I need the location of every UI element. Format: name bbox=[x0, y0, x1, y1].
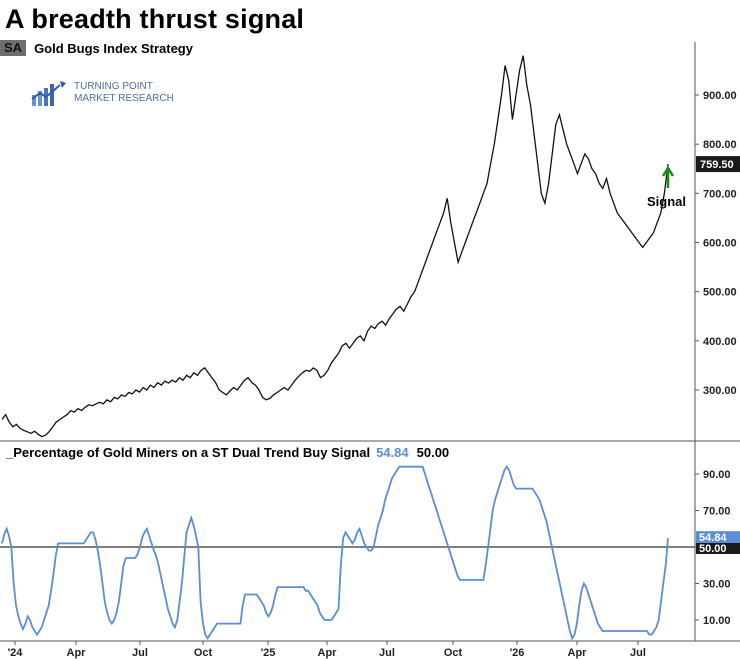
x-axis: '24 Apr Jul Oct '25 Apr Jul Oct '26 Apr Jul bbox=[8, 641, 646, 659]
ind-last-label: 54.84 bbox=[699, 532, 727, 544]
x-tick-label: Jul bbox=[132, 647, 148, 659]
x-tick-label: Apr bbox=[568, 647, 588, 659]
x-tick-label: Jul bbox=[630, 647, 646, 659]
x-tick-label: Apr bbox=[67, 647, 87, 659]
x-tick-label: Oct bbox=[194, 647, 213, 659]
price-ytick-label: 800.00 bbox=[703, 139, 737, 151]
symbol-badge[interactable]: SA bbox=[0, 40, 27, 56]
x-tick-label: '25 bbox=[261, 647, 276, 659]
signal-label: Signal bbox=[647, 194, 686, 209]
symbol-row: SA Gold Bugs Index Strategy bbox=[0, 40, 193, 56]
ind-last-badge bbox=[696, 531, 740, 545]
indicator-reference: 50.00 bbox=[416, 445, 450, 460]
price-panel: 300.00 400.00 500.00 600.00 700.00 800.00 900.… bbox=[1, 55, 740, 438]
ind-ytick-label: 30.00 bbox=[703, 579, 731, 591]
indicator-line bbox=[1, 465, 669, 641]
x-tick-label: Oct bbox=[444, 647, 463, 659]
price-last-label: 759.50 bbox=[700, 159, 734, 171]
ind-ytick-label: 90.00 bbox=[703, 469, 731, 481]
price-last-badge bbox=[696, 156, 740, 173]
indicator-title-row: _Percentage of Gold Miners on a ST Dual … bbox=[6, 445, 449, 460]
logo-line-1: TURNING POINT bbox=[74, 81, 153, 92]
price-line bbox=[1, 55, 669, 438]
logo-line-2: MARKET RESEARCH bbox=[74, 93, 174, 104]
x-tick-label: '24 bbox=[8, 647, 24, 659]
indicator-value: 54.84 bbox=[376, 445, 409, 460]
signal-arrow-head-icon bbox=[661, 165, 675, 177]
price-ytick-label: 900.00 bbox=[703, 90, 737, 102]
x-tick-label: Jul bbox=[379, 647, 395, 659]
x-tick-label: Apr bbox=[318, 647, 338, 659]
ind-ref-badge bbox=[696, 543, 740, 554]
price-ytick-label: 600.00 bbox=[703, 238, 737, 250]
ind-ytick-label: 10.00 bbox=[703, 615, 731, 627]
chart-title: A breadth thrust signal bbox=[5, 4, 305, 34]
brand-logo: TURNING POINT MARKET RESEARCH bbox=[30, 79, 174, 107]
price-ytick-label: 500.00 bbox=[703, 287, 737, 299]
x-tick-label: '26 bbox=[510, 647, 525, 659]
indicator-title: _Percentage of Gold Miners on a ST Dual … bbox=[6, 445, 371, 460]
ind-ref-label: 50.00 bbox=[699, 543, 727, 555]
ind-ytick-label: 70.00 bbox=[703, 506, 731, 518]
price-ytick-label: 700.00 bbox=[703, 188, 737, 200]
logo-icon bbox=[31, 81, 66, 106]
price-ytick-label: 400.00 bbox=[703, 336, 737, 348]
symbol-name: Gold Bugs Index Strategy bbox=[34, 40, 193, 56]
price-ytick-label: 300.00 bbox=[703, 385, 737, 397]
